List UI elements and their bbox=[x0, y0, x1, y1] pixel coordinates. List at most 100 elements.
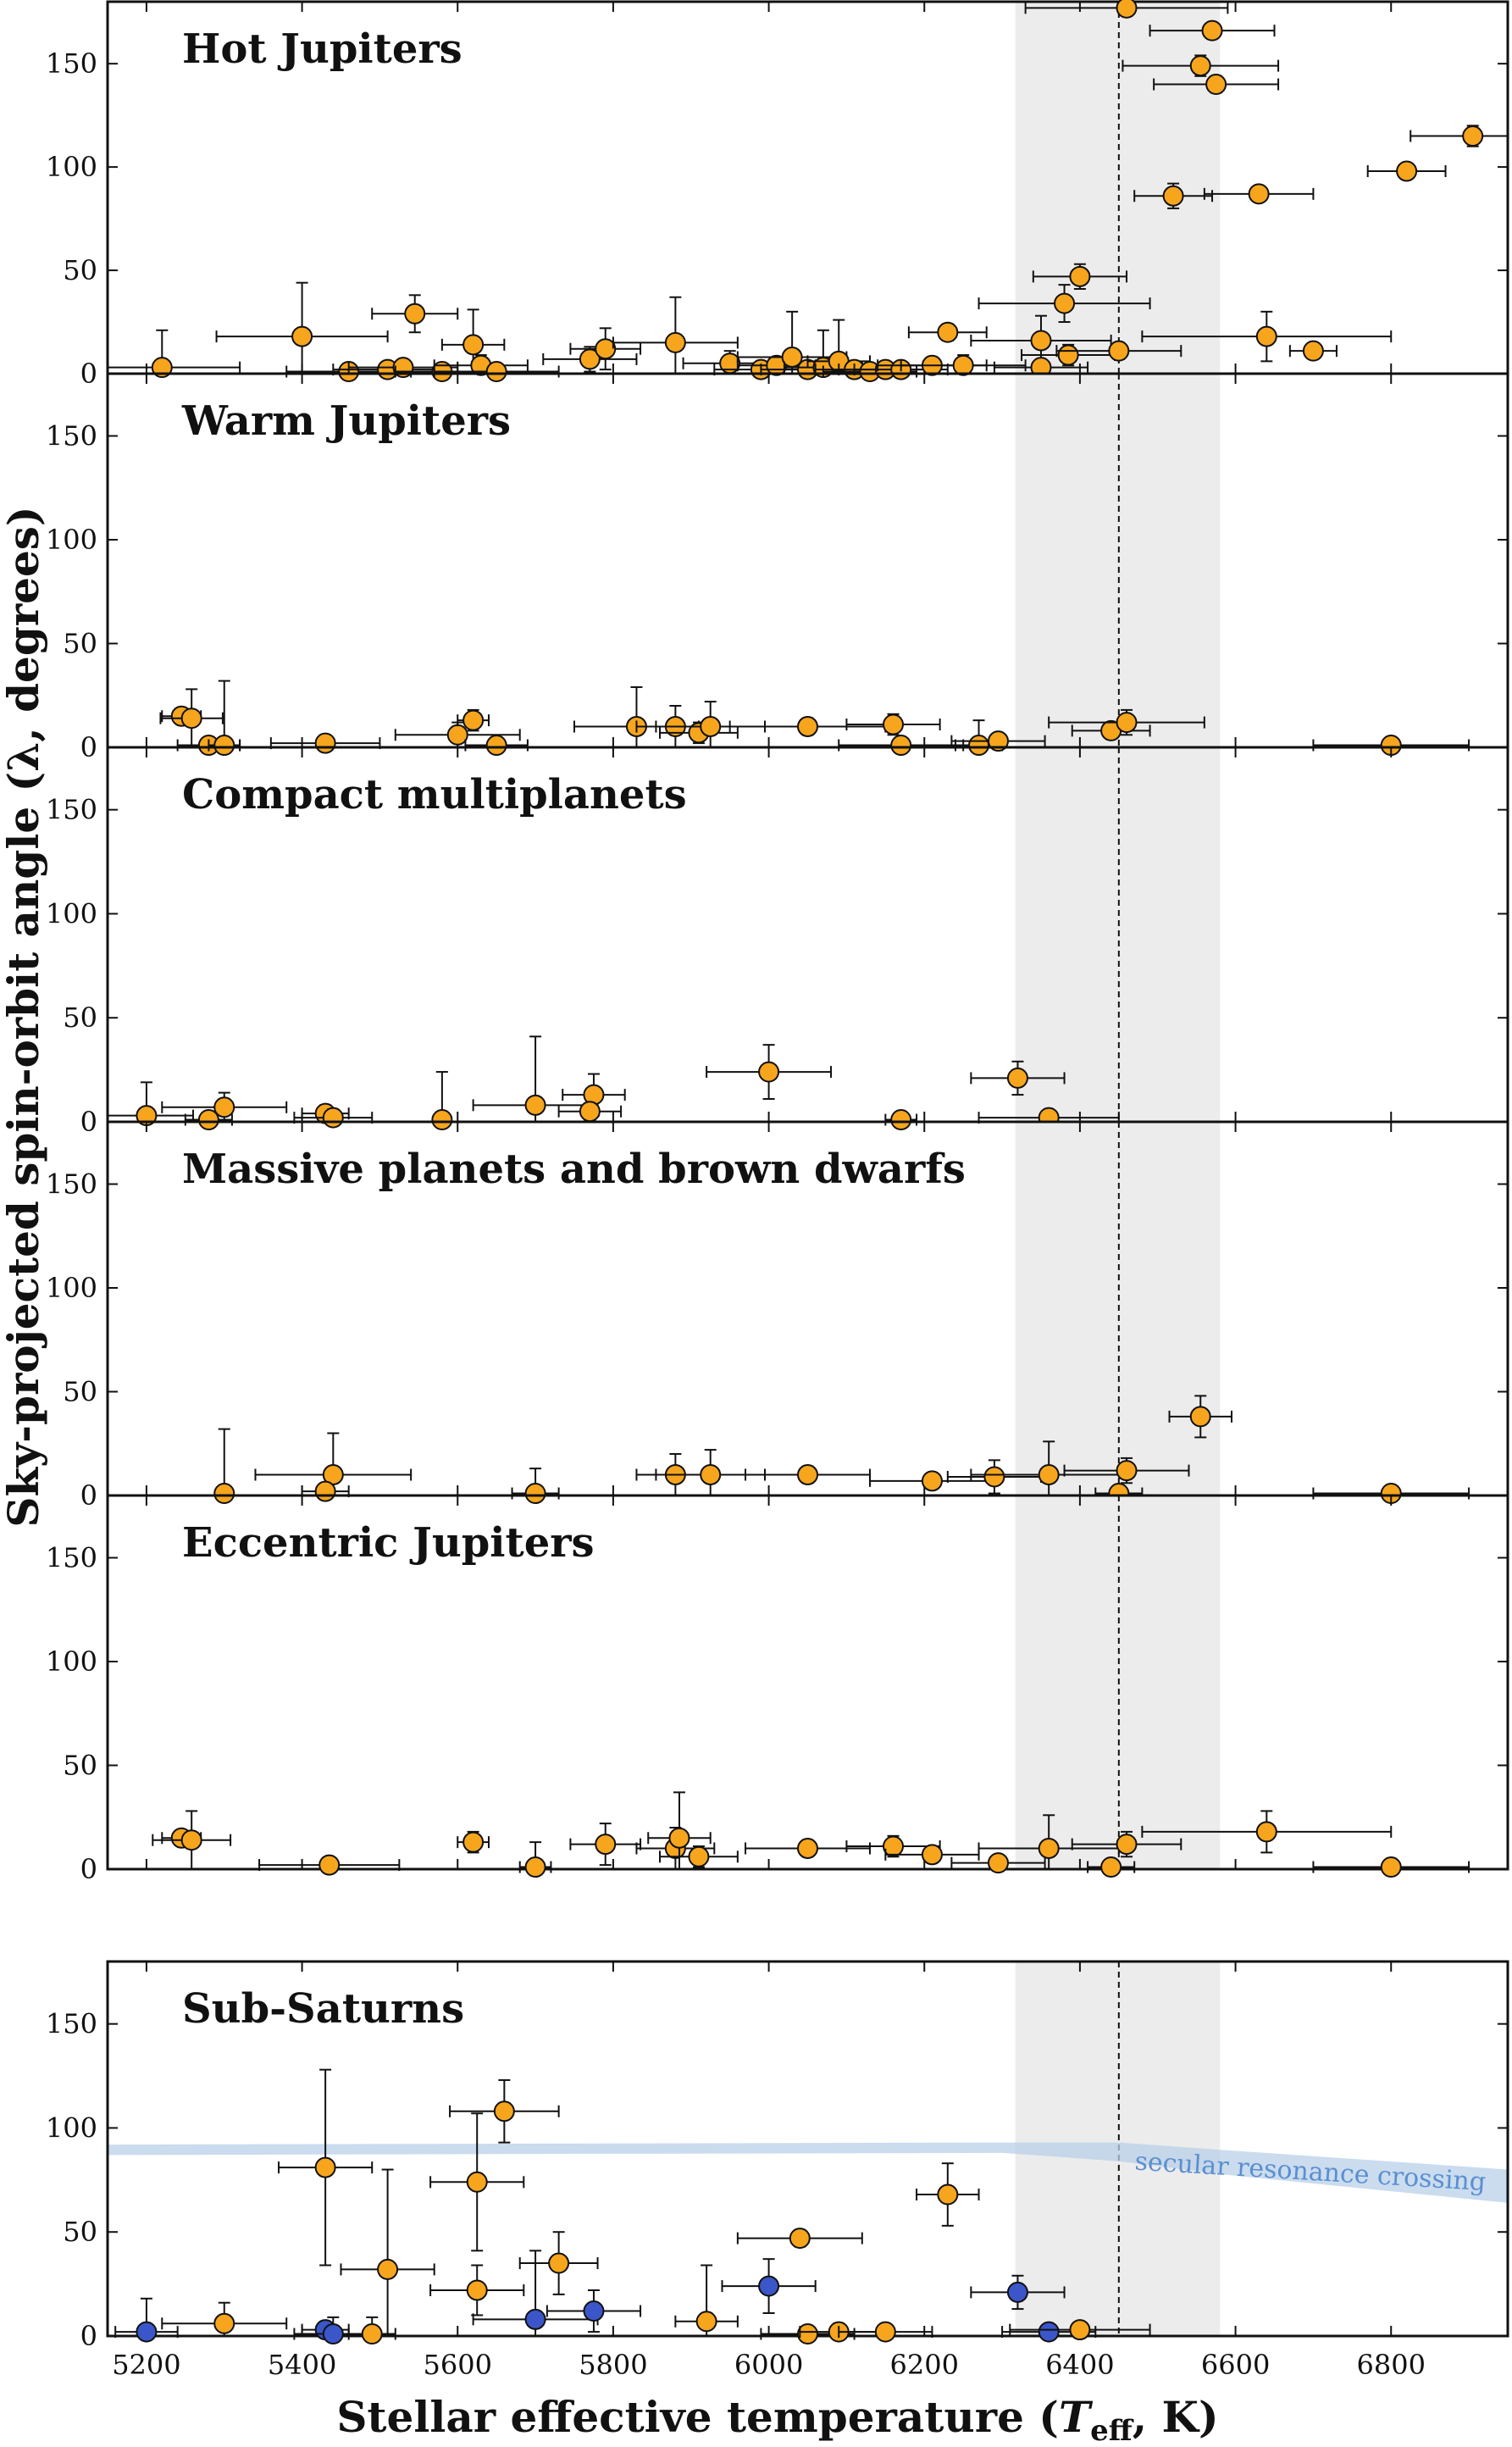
data-point bbox=[340, 2168, 435, 2337]
data-point bbox=[107, 329, 241, 379]
y-tick-label: 100 bbox=[46, 1645, 97, 1678]
data-point bbox=[213, 1428, 235, 1505]
x-axis-title-var: T bbox=[1059, 2392, 1094, 2442]
shaded-band bbox=[1015, 1495, 1221, 1869]
data-point bbox=[970, 1060, 1066, 1096]
data-point bbox=[433, 361, 560, 383]
point-marker bbox=[874, 2321, 896, 2343]
point-marker bbox=[466, 2279, 488, 2301]
y-tick-label: 100 bbox=[46, 897, 97, 929]
point-marker bbox=[1038, 2321, 1060, 2343]
point-marker bbox=[466, 2171, 488, 2193]
data-point bbox=[1141, 1810, 1393, 1854]
data-point bbox=[760, 2323, 856, 2345]
point-marker bbox=[1116, 0, 1138, 19]
point-marker bbox=[1100, 1856, 1122, 1878]
point-marker bbox=[1038, 1464, 1060, 1485]
y-axis-title: Sky-projected spin-orbit angle (λ, degre… bbox=[0, 506, 48, 1527]
point-marker bbox=[1116, 712, 1138, 734]
point-marker bbox=[968, 735, 990, 757]
data-point bbox=[371, 294, 459, 334]
shaded-band bbox=[1015, 374, 1221, 747]
point-marker bbox=[404, 302, 426, 325]
data-point bbox=[152, 1810, 232, 1870]
point-marker bbox=[890, 1109, 912, 1131]
point-marker bbox=[1189, 55, 1211, 77]
x-axis-title-pre: Stellar effective temperature ( bbox=[336, 2392, 1059, 2442]
data-point bbox=[612, 296, 739, 375]
data-point bbox=[1410, 125, 1509, 147]
point-marker bbox=[197, 1109, 219, 1131]
point-marker bbox=[1396, 160, 1418, 182]
y-tick-label: 0 bbox=[80, 1479, 97, 1512]
y-tick-label: 100 bbox=[46, 1272, 97, 1304]
point-marker bbox=[151, 357, 173, 379]
x-tick-label: 6600 bbox=[1201, 2349, 1270, 2381]
point-marker bbox=[462, 1831, 485, 1853]
x-tick-label: 6000 bbox=[734, 2349, 803, 2381]
point-marker bbox=[1054, 292, 1076, 314]
data-point bbox=[868, 1470, 995, 1492]
point-marker bbox=[987, 730, 1009, 752]
point-marker bbox=[797, 2323, 818, 2345]
x-tick-label: 5200 bbox=[112, 2349, 180, 2381]
data-point bbox=[1203, 183, 1315, 205]
data-point bbox=[1312, 1856, 1470, 1878]
point-marker bbox=[952, 354, 974, 376]
point-marker bbox=[1380, 1856, 1402, 1878]
point-marker bbox=[1006, 1067, 1028, 1089]
data-point bbox=[569, 1823, 642, 1867]
point-marker bbox=[1255, 1821, 1277, 1843]
y-tick-label: 0 bbox=[80, 2320, 97, 2352]
data-point bbox=[978, 284, 1151, 324]
data-point bbox=[159, 688, 224, 748]
panel-0: 0 50 100 150 Hot Jupiters bbox=[46, 0, 1509, 390]
point-marker bbox=[1116, 1834, 1138, 1856]
y-tick-label: 50 bbox=[63, 628, 97, 660]
point-marker bbox=[462, 334, 485, 356]
shaded-band bbox=[1015, 2, 1221, 374]
point-marker bbox=[1057, 344, 1079, 366]
y-tick-label: 0 bbox=[80, 1106, 97, 1138]
point-marker bbox=[485, 361, 507, 383]
y-tick-label: 150 bbox=[46, 1168, 97, 1201]
point-marker bbox=[688, 1845, 710, 1867]
y-tick-label: 150 bbox=[46, 47, 97, 80]
point-marker bbox=[797, 1464, 818, 1485]
data-point bbox=[562, 1073, 626, 1117]
point-marker bbox=[314, 2156, 336, 2178]
data-point bbox=[278, 2068, 374, 2267]
point-marker bbox=[700, 716, 722, 737]
point-marker bbox=[883, 713, 905, 735]
data-point bbox=[659, 1845, 739, 1868]
data-point bbox=[107, 1081, 195, 1127]
y-tick-label: 50 bbox=[63, 1376, 97, 1408]
shaded-band bbox=[1015, 747, 1221, 1122]
data-point bbox=[647, 1791, 712, 1870]
point-marker bbox=[493, 2100, 515, 2122]
data-point bbox=[1055, 340, 1182, 362]
x-tick-label: 6200 bbox=[890, 2349, 959, 2381]
data-point bbox=[845, 1834, 941, 1858]
data-point bbox=[916, 2162, 980, 2227]
point-marker bbox=[1069, 265, 1091, 287]
data-point bbox=[301, 1480, 350, 1502]
data-point bbox=[161, 2301, 288, 2337]
point-marker bbox=[983, 1466, 1005, 1488]
y-tick-label: 50 bbox=[63, 1750, 97, 1782]
panel-2: 0 50 100 150 Compact multiplanets bbox=[46, 746, 1509, 1138]
y-tick-label: 50 bbox=[63, 254, 97, 286]
point-marker bbox=[1006, 2281, 1028, 2303]
point-marker bbox=[524, 1856, 546, 1878]
panel-title: Sub-Saturns bbox=[182, 1985, 464, 2033]
data-point bbox=[907, 321, 988, 343]
resonance-band bbox=[108, 2142, 1508, 2203]
data-point bbox=[1133, 182, 1214, 209]
data-point bbox=[1063, 1457, 1190, 1484]
data-point bbox=[429, 2112, 525, 2252]
panel-frame bbox=[106, 1494, 1509, 1871]
y-tick-label: 0 bbox=[80, 731, 97, 763]
y-tick-label: 100 bbox=[46, 151, 97, 183]
data-point bbox=[433, 354, 529, 376]
